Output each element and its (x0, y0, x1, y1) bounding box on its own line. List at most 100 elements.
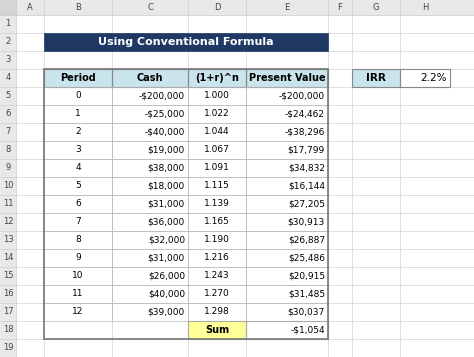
Bar (112, 87, 188, 105)
Bar (0, 15, 16, 357)
Bar (246, 267, 328, 285)
Text: 2: 2 (75, 127, 81, 136)
Text: 6: 6 (5, 110, 11, 119)
Text: 9: 9 (75, 253, 81, 262)
Text: 1.091: 1.091 (204, 164, 230, 172)
Bar (44, 231, 112, 249)
Bar (44, 195, 112, 213)
Text: F: F (337, 3, 342, 12)
Bar (188, 213, 246, 231)
Bar (188, 267, 246, 285)
Text: -$200,000: -$200,000 (139, 91, 185, 101)
Text: 1.243: 1.243 (204, 272, 230, 281)
Text: Using Conventional Formula: Using Conventional Formula (98, 37, 274, 47)
Bar (112, 123, 188, 141)
Bar (44, 177, 112, 195)
Text: 18: 18 (3, 326, 13, 335)
Bar (112, 69, 188, 87)
Text: 0: 0 (75, 91, 81, 101)
Bar (188, 249, 246, 267)
Text: $30,037: $30,037 (288, 307, 325, 317)
Bar (188, 321, 246, 339)
Text: -$40,000: -$40,000 (145, 127, 185, 136)
Text: 1.216: 1.216 (204, 253, 230, 262)
Bar (246, 123, 328, 141)
Text: 6: 6 (75, 200, 81, 208)
Bar (188, 123, 246, 141)
Text: 10: 10 (3, 181, 13, 191)
Text: 2: 2 (5, 37, 10, 46)
Text: 10: 10 (72, 272, 84, 281)
Bar (246, 69, 328, 87)
Bar (246, 321, 328, 339)
Bar (246, 249, 328, 267)
Bar (112, 285, 188, 303)
Text: $18,000: $18,000 (148, 181, 185, 191)
Bar (112, 159, 188, 177)
Text: H: H (422, 3, 428, 12)
Bar (44, 231, 112, 249)
Bar (44, 87, 112, 105)
Bar (188, 69, 246, 87)
Bar (112, 231, 188, 249)
Text: $25,486: $25,486 (288, 253, 325, 262)
Bar (188, 195, 246, 213)
Text: $40,000: $40,000 (148, 290, 185, 298)
Bar (112, 267, 188, 285)
Bar (352, 69, 400, 87)
Bar (352, 69, 400, 87)
Bar (246, 123, 328, 141)
Text: 7: 7 (75, 217, 81, 226)
Bar (188, 87, 246, 105)
Text: 3: 3 (75, 146, 81, 155)
Bar (44, 159, 112, 177)
Bar (188, 141, 246, 159)
Bar (188, 249, 246, 267)
Bar (188, 231, 246, 249)
Text: 4: 4 (75, 164, 81, 172)
Text: $32,000: $32,000 (148, 236, 185, 245)
Bar (246, 105, 328, 123)
Text: E: E (284, 3, 290, 12)
Text: -$1,054: -$1,054 (291, 326, 325, 335)
Text: Cash: Cash (137, 73, 163, 83)
Text: B: B (75, 3, 81, 12)
Bar (246, 141, 328, 159)
Text: 3: 3 (5, 55, 11, 65)
Bar (112, 303, 188, 321)
Bar (44, 33, 328, 51)
Text: 2.2%: 2.2% (420, 73, 447, 83)
Bar (44, 105, 112, 123)
Bar (246, 195, 328, 213)
Bar (188, 177, 246, 195)
Text: Present Value: Present Value (249, 73, 325, 83)
Text: 1.270: 1.270 (204, 290, 230, 298)
Bar (44, 267, 112, 285)
Text: 1: 1 (75, 110, 81, 119)
Bar (112, 177, 188, 195)
Text: A: A (27, 3, 33, 12)
Text: 7: 7 (5, 127, 11, 136)
Bar (246, 285, 328, 303)
Bar (188, 87, 246, 105)
Text: -$38,296: -$38,296 (284, 127, 325, 136)
Bar (44, 141, 112, 159)
Bar (112, 249, 188, 267)
Text: 5: 5 (75, 181, 81, 191)
Text: C: C (147, 3, 153, 12)
Text: D: D (214, 3, 220, 12)
Text: 13: 13 (3, 236, 13, 245)
Bar (112, 141, 188, 159)
Bar (246, 231, 328, 249)
Bar (246, 231, 328, 249)
Text: $17,799: $17,799 (288, 146, 325, 155)
Text: 16: 16 (3, 290, 13, 298)
Text: 9: 9 (5, 164, 10, 172)
Bar (112, 303, 188, 321)
Bar (246, 177, 328, 195)
Bar (112, 69, 188, 87)
Text: $31,000: $31,000 (148, 200, 185, 208)
Bar (112, 87, 188, 105)
Text: $31,485: $31,485 (288, 290, 325, 298)
Bar (188, 321, 246, 339)
